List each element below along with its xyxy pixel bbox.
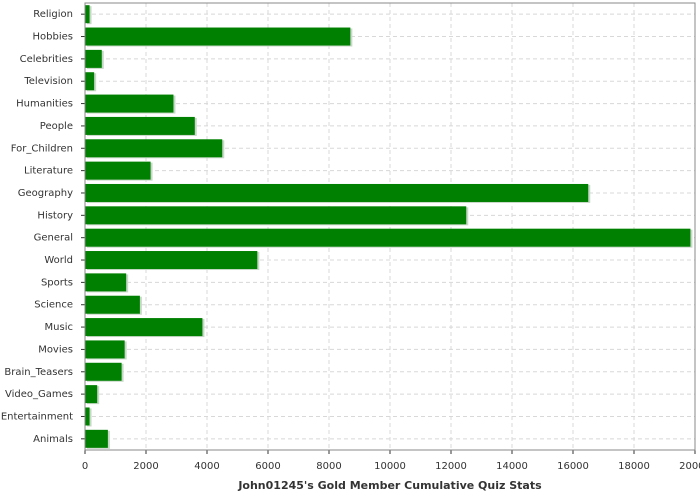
y-tick-label: Brain_Teasers	[4, 367, 73, 378]
x-tick-label: 20000	[679, 461, 700, 472]
bar	[85, 27, 351, 46]
plot-frame	[84, 2, 696, 451]
bar	[85, 72, 95, 91]
bar	[85, 94, 174, 113]
x-tick-label: 14000	[496, 461, 528, 472]
bar	[85, 49, 102, 68]
y-tick-label: Television	[23, 76, 73, 87]
y-tick-label: Movies	[38, 344, 73, 355]
y-tick-label: Literature	[24, 166, 73, 177]
y-tick-label: Science	[34, 300, 73, 311]
y-tick-label: Humanities	[16, 99, 73, 110]
bar	[85, 251, 258, 270]
y-tick-label: Animals	[33, 434, 73, 445]
bar	[85, 5, 90, 24]
x-tick-label: 16000	[557, 461, 589, 472]
bar	[85, 273, 127, 292]
x-axis-title: John01245's Gold Member Cumulative Quiz …	[237, 479, 542, 492]
bar	[85, 116, 195, 135]
y-tick-label: Geography	[18, 188, 73, 199]
y-tick-label: History	[37, 210, 73, 221]
bar	[85, 362, 122, 381]
bar	[85, 318, 203, 337]
x-tick-label: 18000	[618, 461, 650, 472]
bar	[85, 161, 151, 180]
y-tick-label: People	[40, 121, 73, 132]
y-tick-label: Religion	[33, 9, 73, 20]
y-tick-label: Celebrities	[20, 54, 73, 65]
y-tick-label: Hobbies	[33, 32, 73, 43]
bar	[85, 407, 90, 426]
y-tick-label: World	[44, 255, 73, 266]
bar	[85, 429, 108, 448]
bar	[85, 139, 223, 158]
x-tick-label: 4000	[194, 461, 219, 472]
x-tick-label: 12000	[435, 461, 467, 472]
y-tick-label: Sports	[41, 277, 73, 288]
x-tick-label: 10000	[374, 461, 406, 472]
y-tick-label: Video_Games	[5, 389, 73, 400]
bar	[85, 183, 589, 202]
x-tick-label: 8000	[316, 461, 341, 472]
x-tick-label: 6000	[255, 461, 280, 472]
bar	[85, 206, 467, 225]
x-tick-label: 2000	[133, 461, 158, 472]
y-tick-label: Music	[45, 322, 73, 333]
y-tick-label: Entertainment	[1, 411, 73, 422]
bar	[85, 340, 125, 359]
y-tick-label: General	[34, 233, 73, 244]
bar	[85, 385, 98, 404]
bar	[85, 228, 691, 247]
bar	[85, 295, 140, 314]
x-tick-label: 0	[82, 461, 88, 472]
y-tick-label: For_Children	[11, 143, 73, 154]
